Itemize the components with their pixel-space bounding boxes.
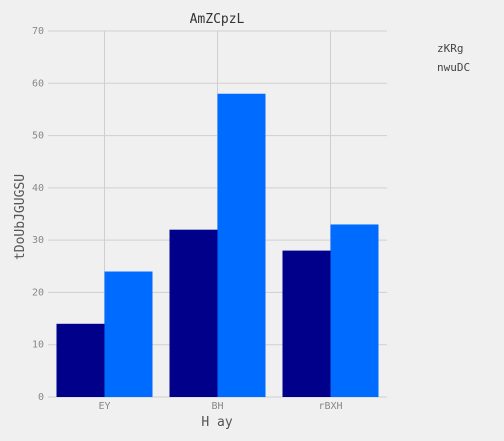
legend-entry: zKRg — [437, 42, 464, 55]
y-tick-label: 10 — [32, 340, 44, 351]
legend: zKRg nwuDC — [437, 42, 470, 74]
legend-entry: nwuDC — [437, 61, 470, 74]
bar-zKRg-BH — [169, 229, 218, 397]
y-axis-label: tDoUbJGUGSU — [13, 174, 28, 260]
x-tick-label: EY — [98, 401, 110, 412]
y-axis-ticks: 0 10 20 30 40 50 60 70 — [32, 26, 44, 403]
x-axis-ticks: EY BH rBXH — [98, 401, 342, 412]
y-tick-label: 0 — [38, 392, 44, 403]
x-tick-label: BH — [211, 401, 223, 412]
x-axis-label: H ay — [201, 415, 232, 430]
y-tick-label: 50 — [32, 131, 44, 142]
bar-zKRg-rBXH — [282, 250, 331, 397]
bar-zKRg-EY — [56, 323, 105, 397]
y-tick-label: 70 — [32, 26, 44, 37]
bars — [56, 93, 379, 397]
bar-nwuDC-rBXH — [330, 224, 379, 397]
chart-title: AmZCpzL — [190, 12, 245, 27]
bar-nwuDC-EY — [104, 271, 153, 397]
y-tick-label: 40 — [32, 183, 44, 194]
bar-nwuDC-BH — [217, 93, 266, 397]
y-tick-label: 30 — [32, 235, 44, 246]
y-tick-label: 20 — [32, 287, 44, 298]
y-tick-label: 60 — [32, 78, 44, 89]
x-tick-label: rBXH — [318, 401, 342, 412]
